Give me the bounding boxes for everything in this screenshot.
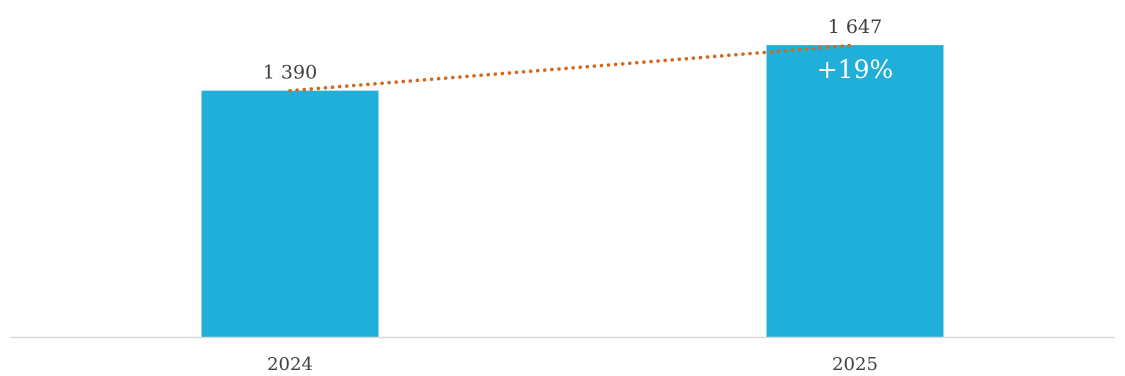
trend-line [288,43,857,93]
x-tick-label-2024: 2024 [267,354,313,375]
bar-2024 [201,90,379,338]
labels-group: 1 390 2024 1 647 2025 [263,16,882,375]
data-label-2024: 1 390 [263,62,317,84]
bars-group [201,45,944,338]
x-tick-label-2025: 2025 [832,354,878,375]
bar-2025 [766,45,944,338]
growth-annotation: +19% [817,55,894,84]
data-label-2025: 1 647 [828,16,882,38]
